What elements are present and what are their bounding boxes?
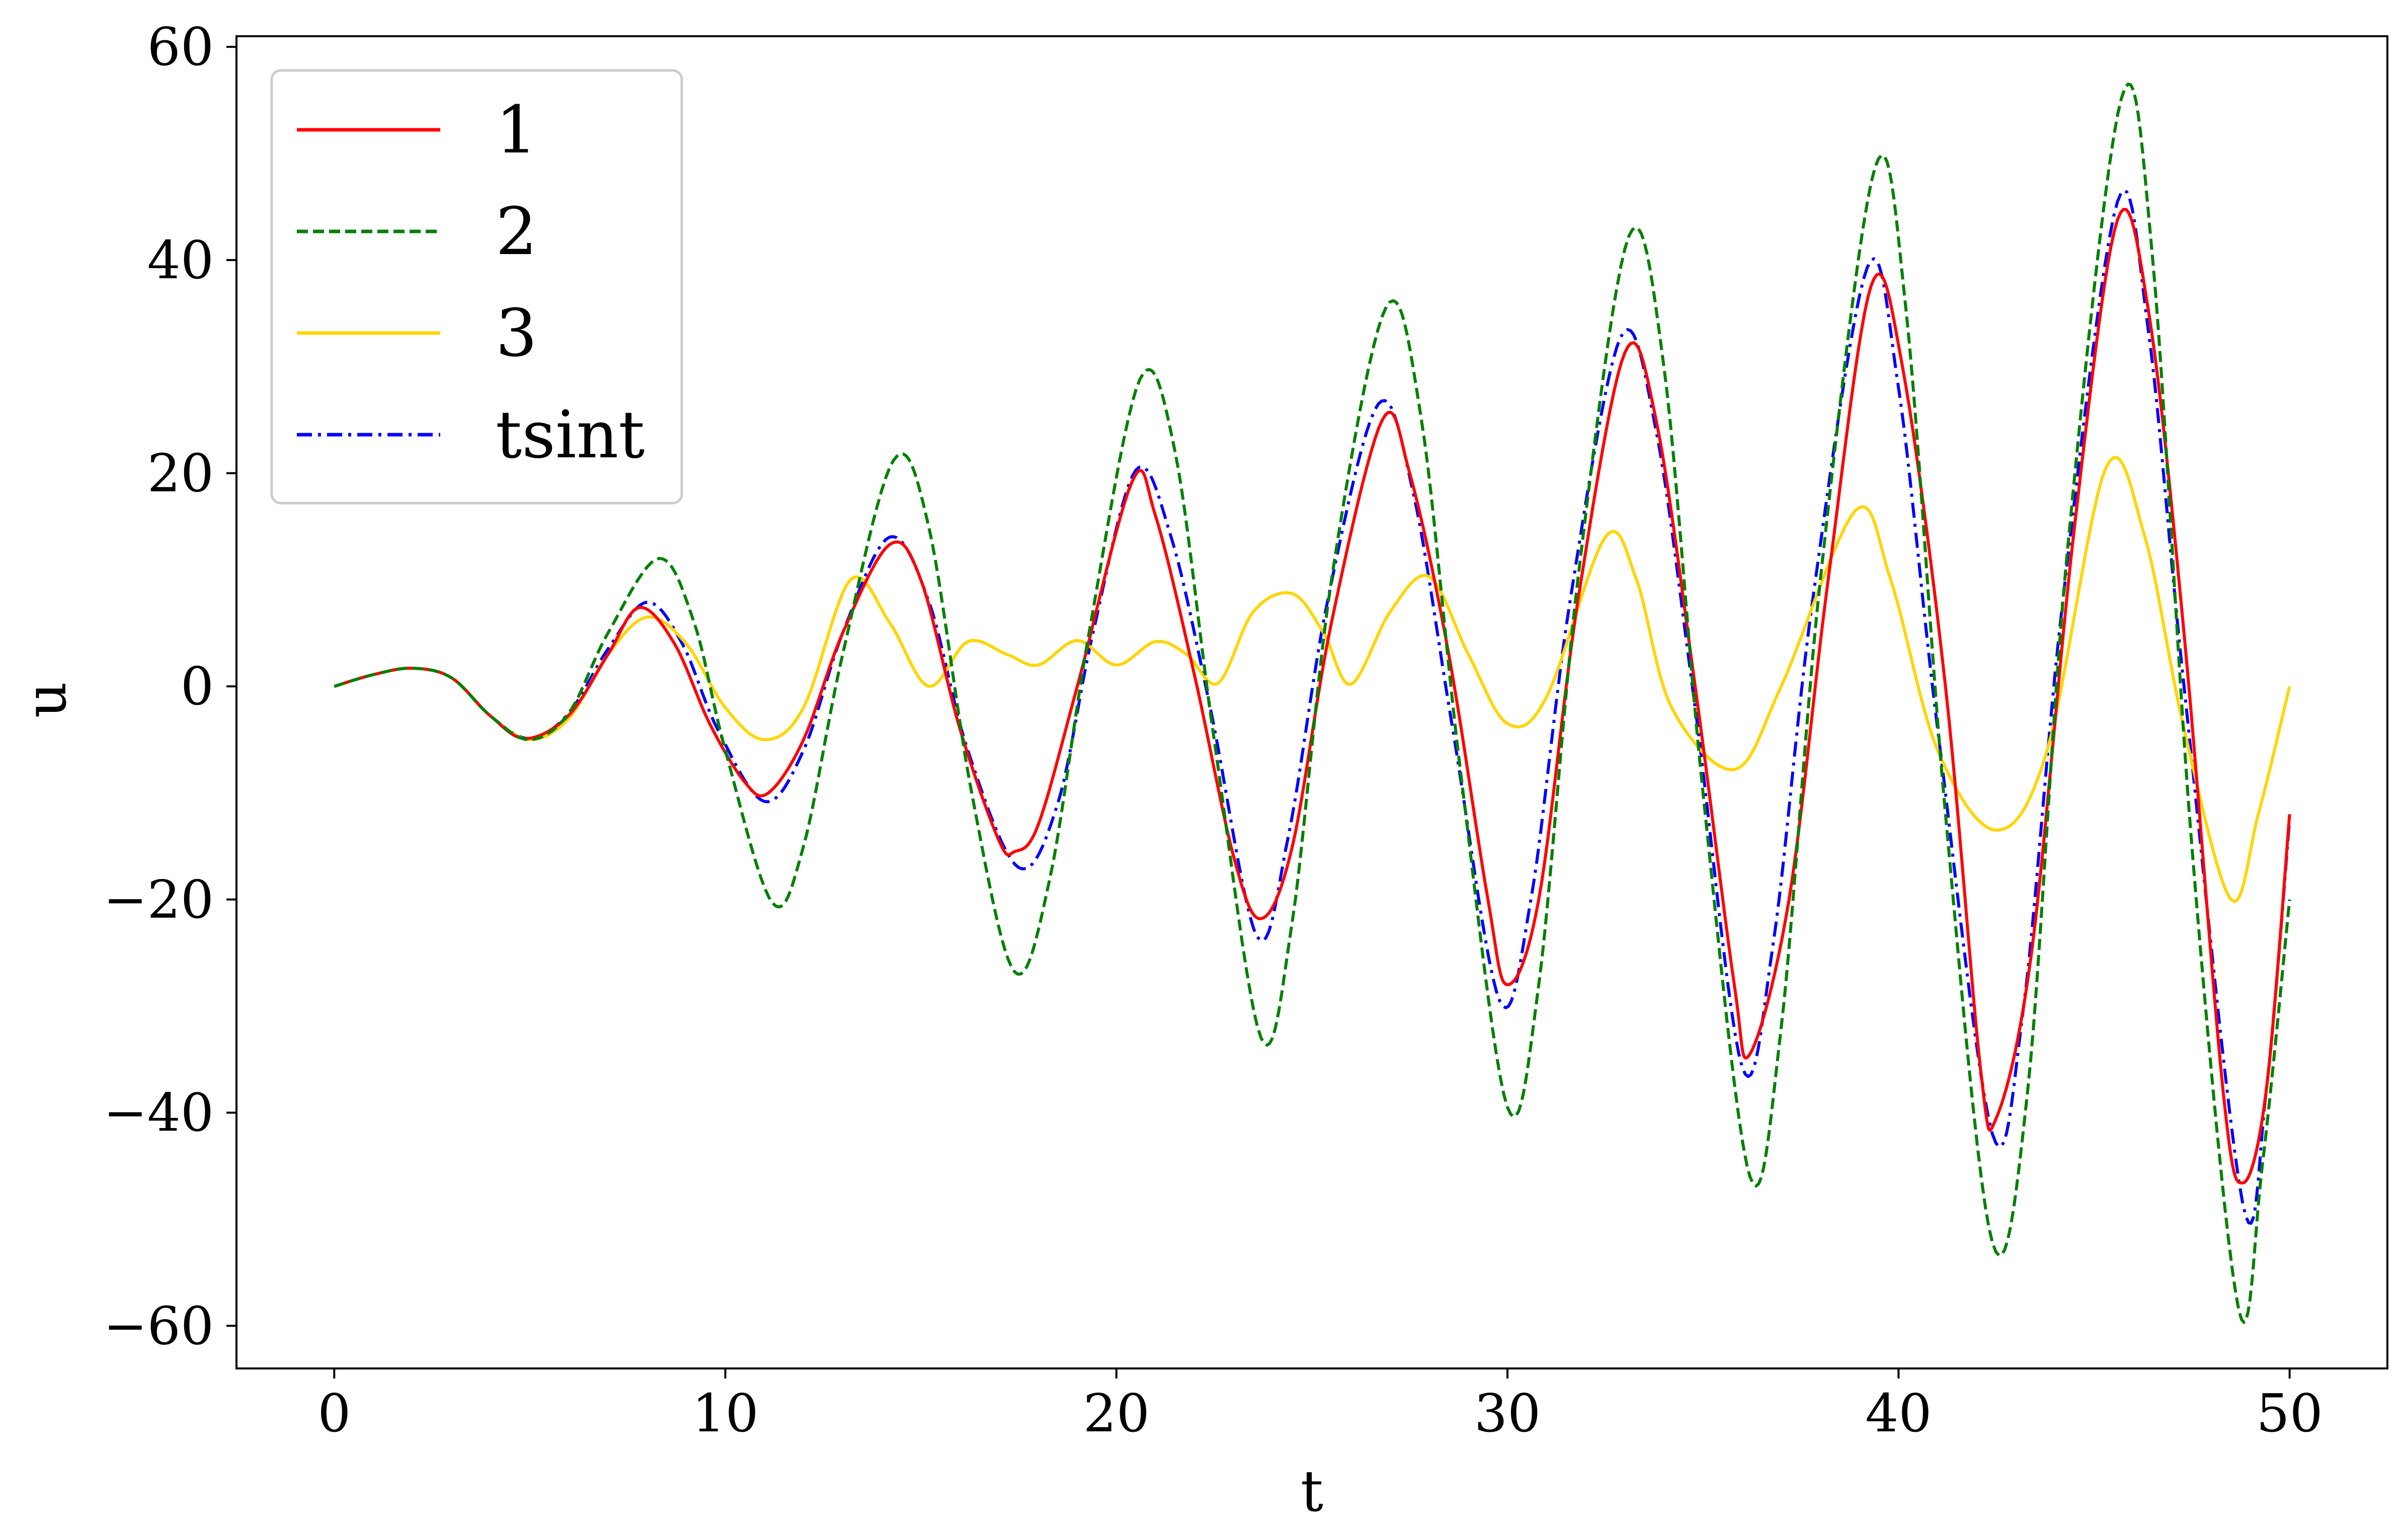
x-tick-label: 40 <box>1865 1383 1932 1444</box>
legend-label-1: 1 <box>496 92 537 168</box>
x-tick-label: 50 <box>2257 1383 2323 1444</box>
series-layer <box>334 83 2291 1324</box>
y-tick-label: 20 <box>147 443 214 504</box>
y-tick-label: 0 <box>181 656 214 717</box>
x-tick-label: 30 <box>1474 1383 1541 1444</box>
legend-label-2: 2 <box>496 193 537 270</box>
series-line-2 <box>334 83 2291 1324</box>
y-tick-label: 60 <box>147 16 214 77</box>
x-axis-label: t <box>1301 1459 1323 1524</box>
legend: 1 2 3 tsint <box>270 69 683 505</box>
legend-label-3: 3 <box>496 295 537 371</box>
x-tick-label: 0 <box>317 1383 351 1444</box>
y-tick-label: −60 <box>104 1295 214 1356</box>
series-line-3 <box>334 456 2291 903</box>
y-axis-label: u <box>14 682 79 718</box>
legend-box <box>270 69 683 505</box>
y-tick-label: −40 <box>104 1082 214 1144</box>
y-tick-label: 40 <box>147 229 214 291</box>
axes-layer: 0 10 20 30 40 50 −60 −40 −20 0 20 40 60 t u <box>14 16 2388 1524</box>
series-line-1 <box>334 208 2291 1185</box>
series-line-tsint <box>334 189 2291 1225</box>
plot-frame <box>235 35 2388 1369</box>
y-tick-label: −20 <box>104 869 214 930</box>
x-tick-label: 20 <box>1083 1383 1150 1444</box>
legend-label-tsint: tsint <box>496 396 645 473</box>
x-tick-label: 10 <box>692 1383 758 1444</box>
